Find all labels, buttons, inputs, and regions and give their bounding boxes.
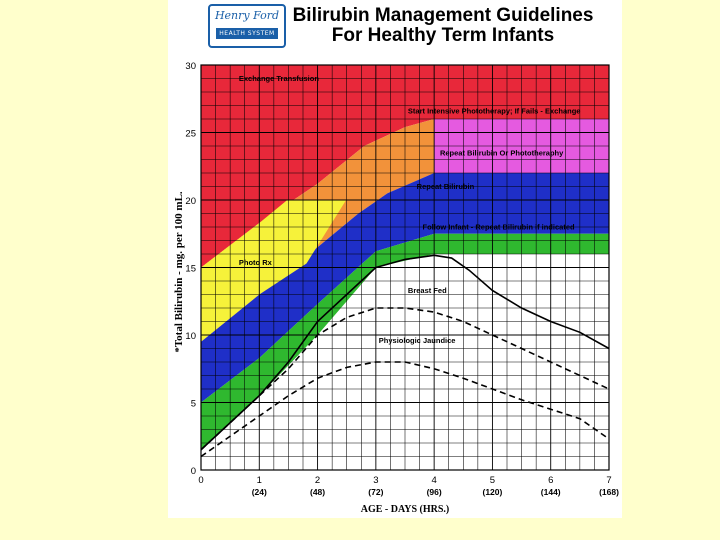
y-tick-label: 20 — [185, 196, 196, 207]
zone-label-exchange-transfusion: Exchange Transfusion — [239, 74, 319, 83]
zone-label-start-intensive-phototherapy-if-fails-exchange: Start Intensive Phototherapy; If Fails -… — [408, 107, 581, 116]
zone-label-repeat-bilirubin-or-phototheraphy: Repeat Bilirubin Or Phototheraphy — [440, 148, 564, 157]
x-axis-title: AGE - DAYS (HRS.) — [361, 504, 450, 515]
y-tick-label: 10 — [185, 331, 196, 342]
logo-script-text: Henry Ford — [214, 9, 280, 22]
y-axis-title: *Total Bilirubin - mg. per 100 mL. — [173, 191, 185, 353]
x-tick-day-label: 1 — [257, 475, 262, 486]
y-tick-label: 15 — [185, 264, 196, 275]
y-tick-label: 0 — [191, 466, 196, 477]
health-system-logo: Henry Ford HEALTH SYSTEM — [208, 4, 286, 48]
y-tick-label: 5 — [191, 399, 196, 410]
x-tick-day-label: 0 — [198, 475, 203, 486]
x-tick-day-label: 2 — [315, 475, 320, 486]
x-tick-day-label: 7 — [606, 475, 611, 486]
zone-label-follow-infant-repeat-bilirubin-if-indicated: Follow Infant - Repeat Bilirubin if indi… — [422, 223, 575, 232]
x-tick-day-label: 3 — [373, 475, 378, 486]
plot-frame — [200, 64, 610, 471]
zone-photo-rx — [201, 200, 347, 342]
curve-label-breast-fed: Breast Fed — [408, 286, 447, 295]
logo-band-text: HEALTH SYSTEM — [216, 28, 278, 39]
x-tick-hours-label: (24) — [252, 487, 267, 497]
x-tick-day-label: 4 — [431, 475, 436, 486]
x-tick-hours-label: (48) — [310, 487, 325, 497]
x-tick-hours-label: (168) — [599, 487, 619, 497]
chart-title-line-1: Bilirubin Management Guidelines — [292, 5, 594, 26]
zone-follow-infant-repeat-bilirubin-if-indicated — [201, 233, 609, 450]
x-tick-hours-label: (144) — [541, 487, 561, 497]
zone-label-photo-rx: Photo Rx — [239, 258, 273, 267]
zone-labels: Breast Fed Physiologic Jaundice Exchange T… — [239, 74, 581, 345]
y-tick-label: 25 — [185, 129, 196, 140]
curve-physiologic-jaundice — [200, 361, 610, 458]
x-tick-day-label: 5 — [490, 475, 495, 486]
chart-grid — [200, 64, 610, 471]
y-tick-label: 30 — [185, 61, 196, 72]
curve-breast-fed — [200, 254, 610, 451]
x-tick-day-label: 6 — [548, 475, 553, 486]
x-tick-hours-label: (72) — [368, 487, 383, 497]
chart-title: Bilirubin Management Guidelines For Heal… — [278, 6, 608, 46]
chart-title-line-2: For Healthy Term Infants — [331, 25, 555, 46]
curve-label-physiologic-jaundice: Physiologic Jaundice — [379, 336, 456, 345]
x-tick-hours-label: (96) — [427, 487, 442, 497]
x-tick-hours-label: (120) — [483, 487, 503, 497]
curve-breast-fed-lower-bound — [200, 307, 610, 451]
curve-lines — [200, 254, 610, 458]
zone-label-repeat-bilirubin: Repeat Bilirubin — [417, 182, 475, 191]
